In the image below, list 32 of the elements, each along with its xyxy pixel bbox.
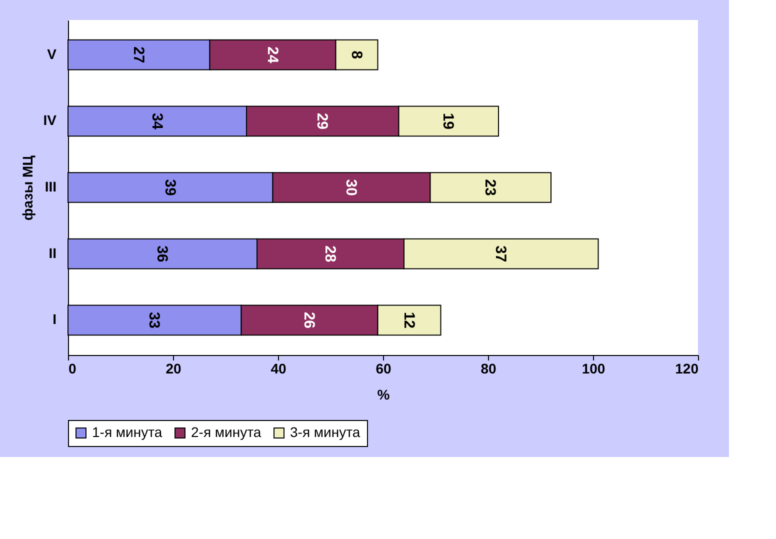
x-tick-label: 20 xyxy=(166,360,182,376)
x-tick-label: 80 xyxy=(480,360,496,376)
y-axis-title: фазы МЦ xyxy=(19,154,36,220)
data-label: 26 xyxy=(300,312,318,329)
data-label: 27 xyxy=(130,46,147,64)
y-tick-label: V xyxy=(47,46,58,62)
data-label: 24 xyxy=(264,46,281,64)
data-label: 28 xyxy=(322,245,338,262)
data-label: 19 xyxy=(440,112,457,130)
data-label: 37 xyxy=(492,245,510,262)
x-tick-label: 0 xyxy=(68,360,76,376)
data-label: 39 xyxy=(161,179,178,196)
data-label: 34 xyxy=(148,112,166,130)
data-label: 12 xyxy=(400,312,418,329)
y-tick-label: IV xyxy=(43,112,58,128)
legend-label: 2-я минута xyxy=(191,424,262,440)
data-label: 23 xyxy=(482,179,499,196)
legend-label: 1-я минута xyxy=(92,424,162,440)
x-axis-title: % xyxy=(377,386,390,402)
data-label: 8 xyxy=(348,50,365,59)
x-tick-label: 40 xyxy=(270,360,286,376)
y-tick-label: II xyxy=(48,244,56,261)
data-label: 33 xyxy=(146,312,163,329)
data-label: 36 xyxy=(154,245,170,262)
x-tick-label: 100 xyxy=(582,360,606,376)
data-label: 30 xyxy=(342,179,360,196)
legend-label: 3-я минута xyxy=(290,424,360,440)
x-tick-label: 120 xyxy=(675,360,699,376)
y-tick-label: I xyxy=(52,311,56,328)
data-label: 29 xyxy=(314,112,331,130)
y-tick-label: III xyxy=(44,178,56,194)
x-tick-label: 60 xyxy=(376,360,392,376)
